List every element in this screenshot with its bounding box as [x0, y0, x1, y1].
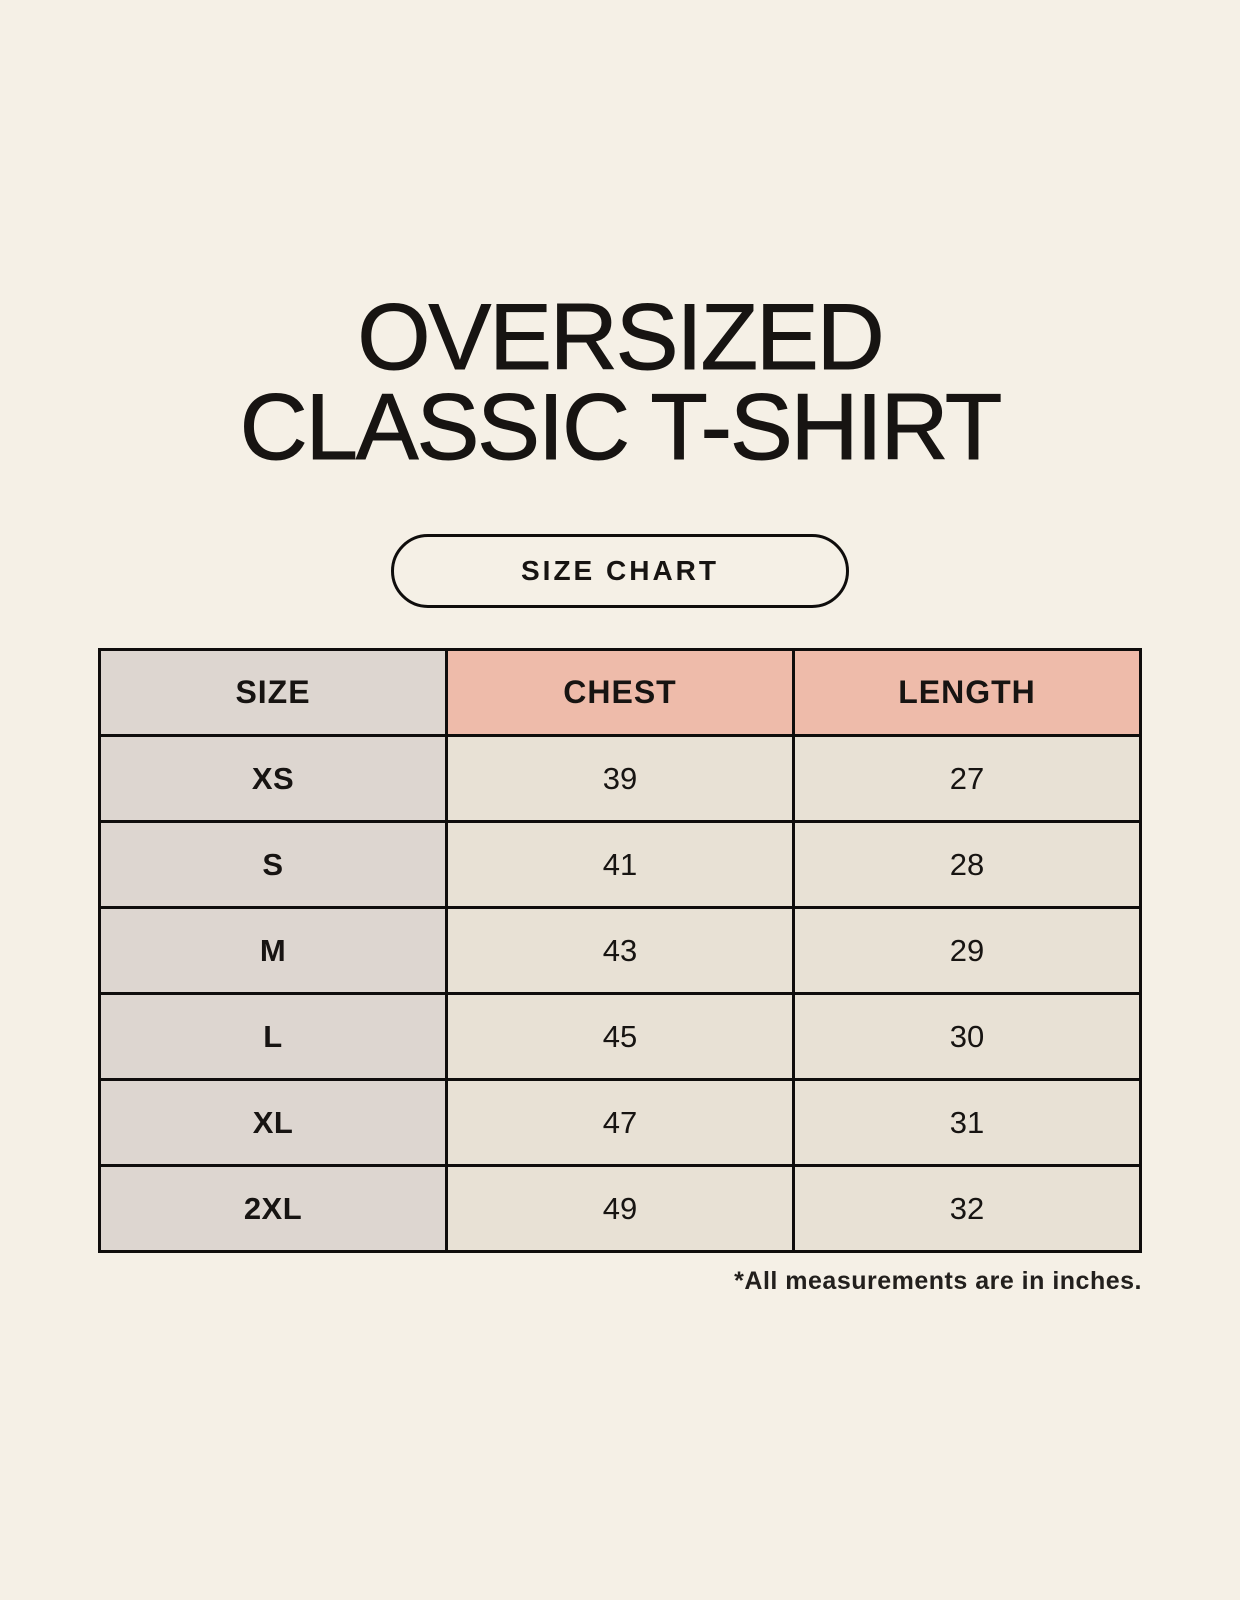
size-cell: 2XL [98, 1164, 448, 1254]
chest-value-cell: 47 [445, 1078, 795, 1168]
chest-value-cell: 43 [445, 906, 795, 996]
length-value-cell: 31 [792, 1078, 1142, 1168]
size-chart-badge-label: SIZE CHART [521, 555, 719, 587]
product-title: OVERSIZED CLASSIC T-SHIRT [0, 0, 1240, 480]
size-chart-table-container: SIZE CHEST LENGTH XS 39 27 S 41 28 M 43 29 L 45 30 X… [98, 648, 1142, 1254]
chest-value-cell: 39 [445, 734, 795, 824]
size-cell: M [98, 906, 448, 996]
header-row: SIZE CHEST LENGTH [98, 648, 1142, 738]
size-cell: S [98, 820, 448, 910]
size-table-header: SIZE CHEST LENGTH [98, 648, 1142, 738]
measurement-note: *All measurements are in inches. [734, 1267, 1142, 1296]
length-value-cell: 30 [792, 992, 1142, 1082]
size-cell: XL [98, 1078, 448, 1168]
table-row: L 45 30 [98, 992, 1142, 1082]
header-cell-size: SIZE [98, 648, 448, 738]
length-value-cell: 28 [792, 820, 1142, 910]
table-row: S 41 28 [98, 820, 1142, 910]
table-row: XL 47 31 [98, 1078, 1142, 1168]
header-cell-length: LENGTH [792, 648, 1142, 738]
chest-value-cell: 41 [445, 820, 795, 910]
chest-value-cell: 45 [445, 992, 795, 1082]
size-cell: XS [98, 734, 448, 824]
table-row: XS 39 27 [98, 734, 1142, 824]
length-value-cell: 32 [792, 1164, 1142, 1254]
size-chart-badge[interactable]: SIZE CHART [391, 534, 849, 609]
table-row: 2XL 49 32 [98, 1164, 1142, 1254]
product-title-line1: OVERSIZED [357, 284, 885, 389]
size-chart-table: SIZE CHEST LENGTH XS 39 27 S 41 28 M 43 29 L 45 30 X… [98, 648, 1142, 1254]
header-cell-chest: CHEST [445, 648, 795, 738]
size-cell: L [98, 992, 448, 1082]
length-value-cell: 29 [792, 906, 1142, 996]
table-row: M 43 29 [98, 906, 1142, 996]
product-title-line2: CLASSIC T-SHIRT [239, 374, 1003, 480]
size-table-body: XS 39 27 S 41 28 M 43 29 L 45 30 XL 47 31 2XL 49 32 [98, 734, 1142, 1254]
length-value-cell: 27 [792, 734, 1142, 824]
chest-value-cell: 49 [445, 1164, 795, 1254]
